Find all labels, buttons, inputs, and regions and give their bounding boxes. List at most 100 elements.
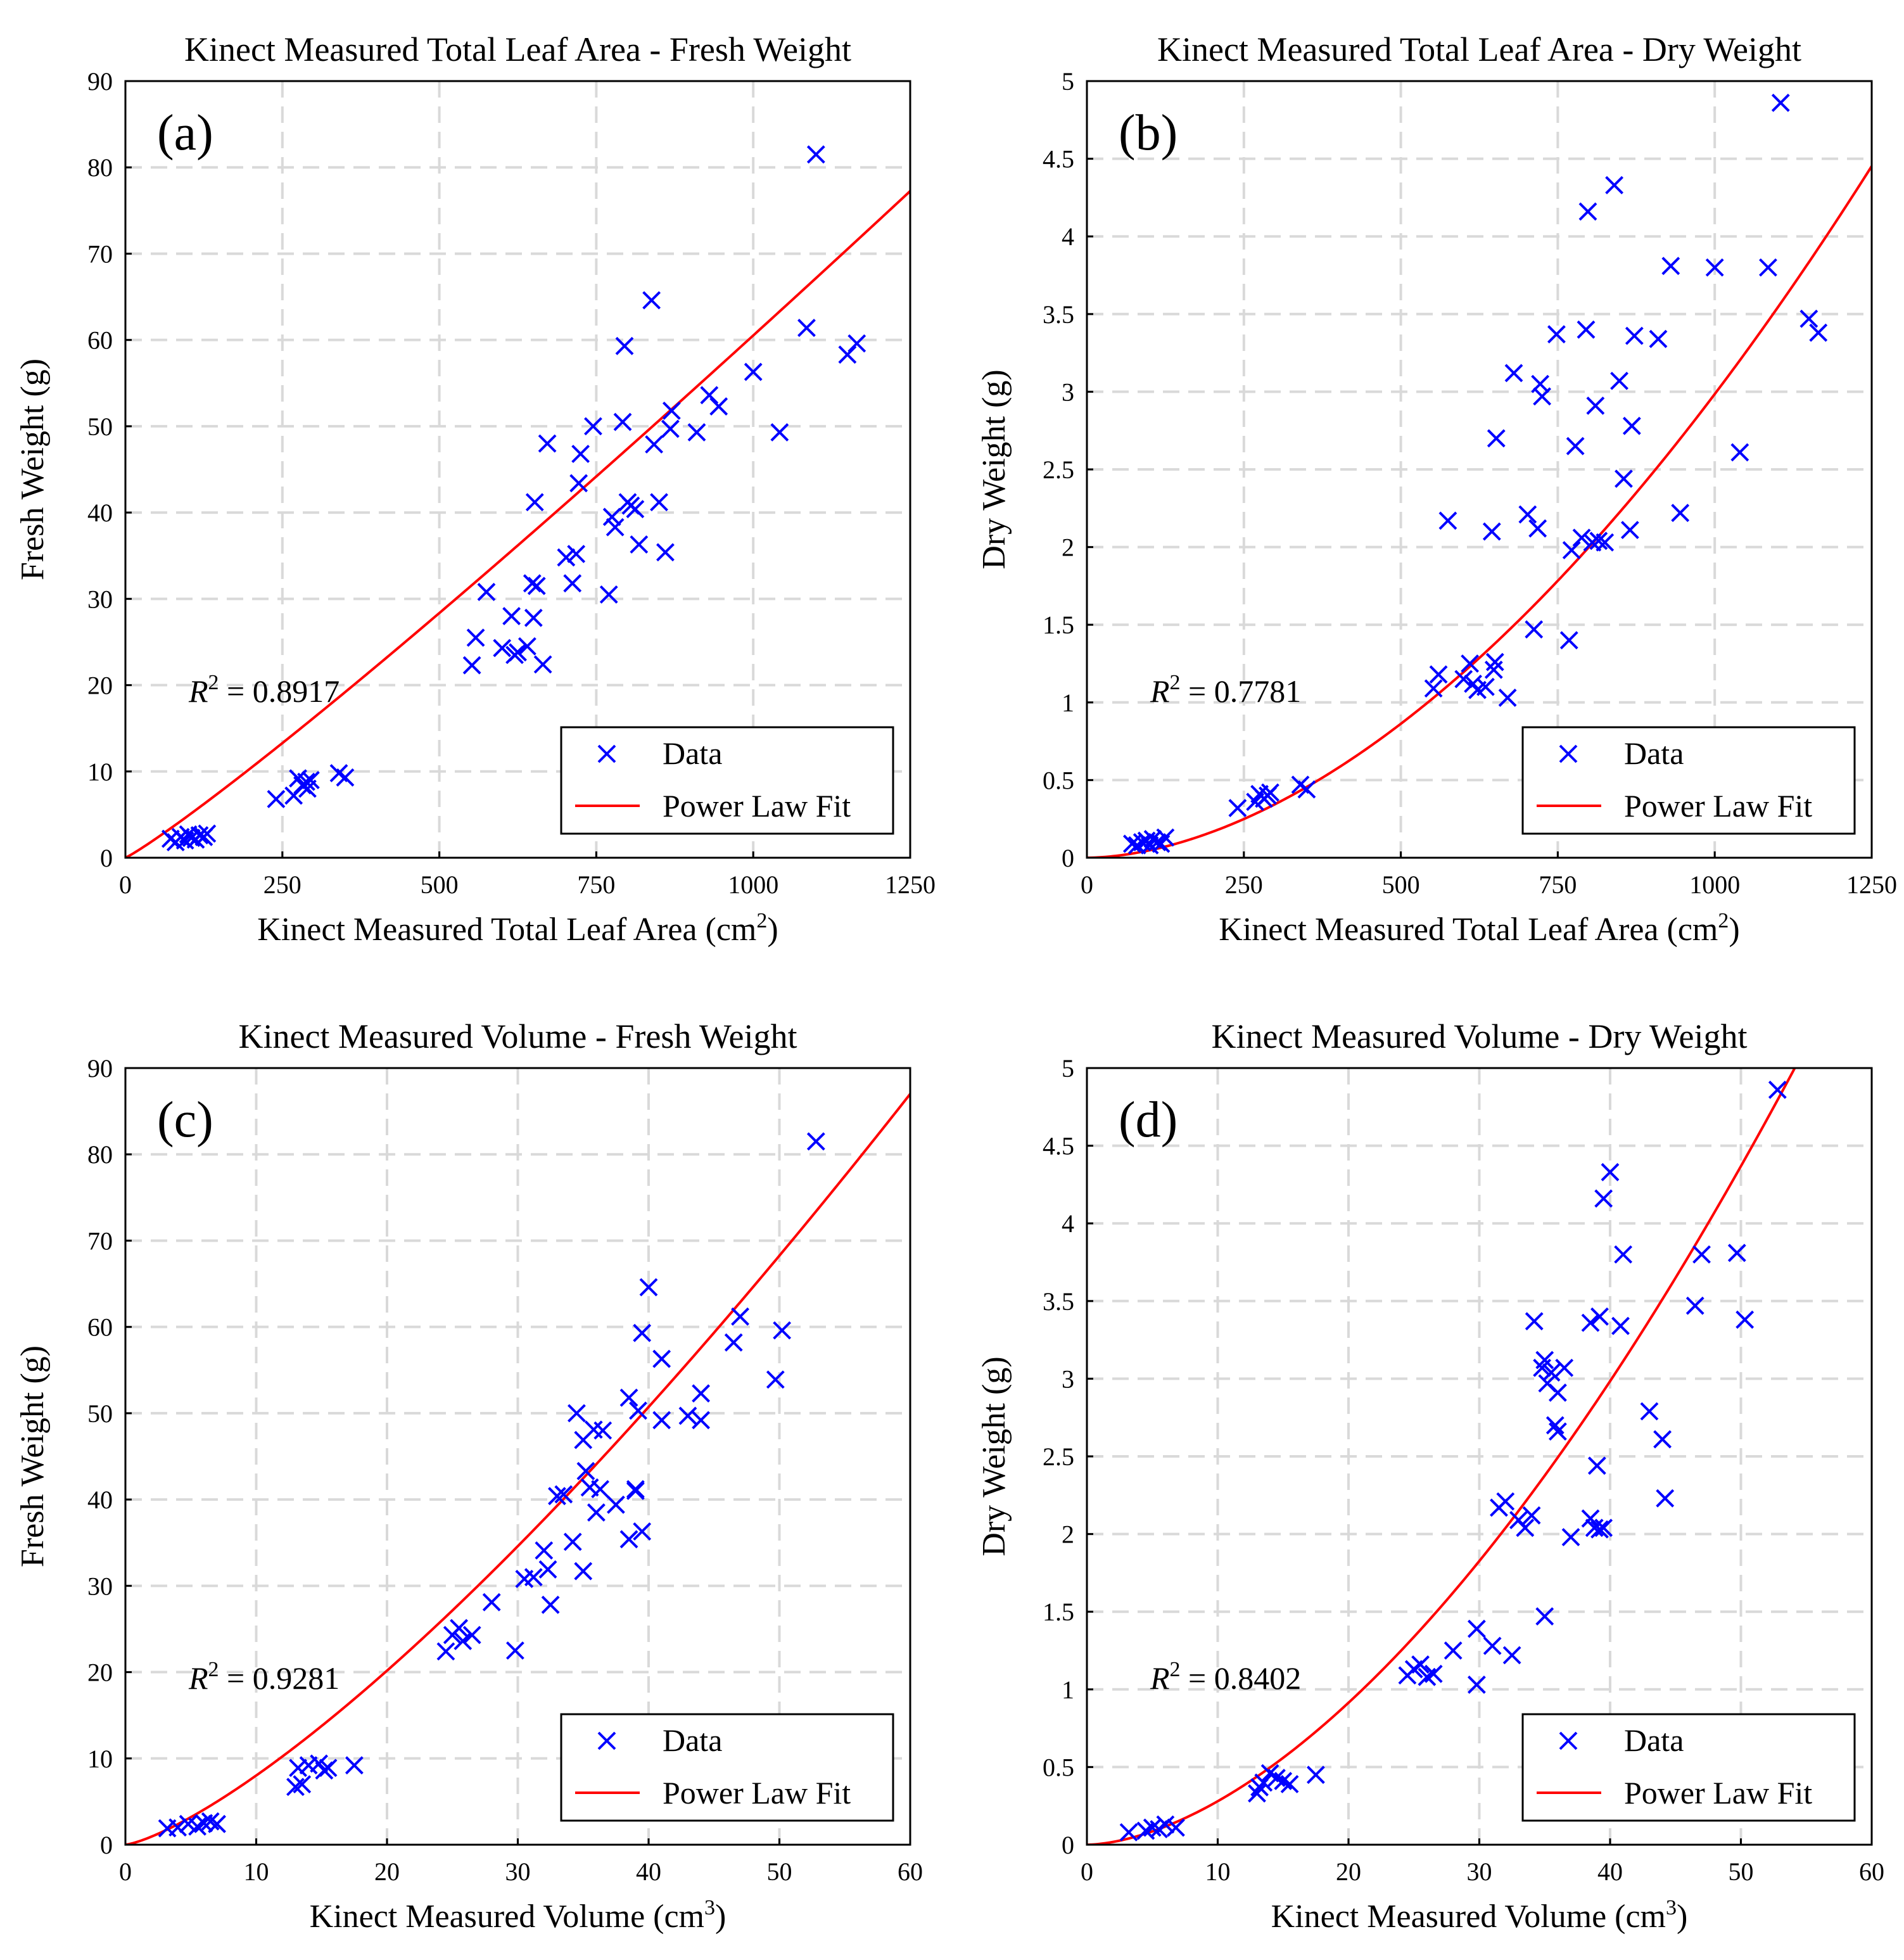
- x-tick-label: 20: [1336, 1857, 1361, 1886]
- x-tick-label: 10: [244, 1857, 269, 1886]
- r-squared-value: = 0.9281: [219, 1660, 340, 1696]
- data-point: [517, 637, 536, 656]
- data-point: [1611, 1316, 1630, 1335]
- data-point: [1438, 511, 1457, 530]
- legend-fit-label: Power Law Fit: [663, 1775, 851, 1810]
- data-point: [563, 574, 582, 593]
- data-point: [482, 1593, 501, 1612]
- legend-data-marker: [1559, 744, 1578, 763]
- x-tick-label: 20: [374, 1857, 400, 1886]
- chart-panel-c: 0 10 20 30 40 50 60 0 10 20 30 40 50 60 70 80 90 (c) R2 = …: [15, 1017, 923, 1935]
- data-point: [584, 417, 602, 436]
- data-point: [1424, 679, 1443, 698]
- data-point: [1498, 689, 1517, 707]
- data-point: [1297, 780, 1316, 799]
- r-squared-annotation: R2 = 0.7781: [1150, 671, 1301, 709]
- r-squared-symbol: R: [188, 1660, 208, 1696]
- legend-data-label: Data: [1624, 1722, 1684, 1758]
- data-point: [797, 319, 816, 338]
- data-point: [569, 474, 588, 493]
- data-point: [806, 145, 825, 164]
- x-axis-label-text: Kinect Measured Total Leaf Area (cm: [257, 912, 756, 948]
- chart-title: Kinect Measured Total Leaf Area - Fresh …: [184, 30, 851, 68]
- x-tick-label: 0: [1081, 1857, 1093, 1886]
- x-axis-label: Kinect Measured Volume (cm3): [1271, 1896, 1688, 1935]
- x-tick-label: 1250: [885, 870, 936, 899]
- data-point: [1589, 531, 1608, 550]
- x-tick-label: 250: [263, 870, 301, 899]
- data-point: [1467, 1676, 1486, 1694]
- y-tick-label: 60: [87, 1313, 113, 1342]
- data-point: [538, 434, 557, 453]
- panel-label: (a): [157, 105, 213, 161]
- data-point: [1555, 1358, 1574, 1377]
- r-squared-annotation: R2 = 0.9281: [188, 1658, 340, 1696]
- data-point: [538, 1560, 557, 1579]
- data-point: [1692, 1245, 1711, 1264]
- data-point: [436, 1642, 455, 1661]
- data-point: [1525, 620, 1544, 639]
- data-point: [1485, 652, 1504, 671]
- data-point: [1280, 1774, 1299, 1793]
- x-tick-label: 40: [636, 1857, 661, 1886]
- plot-frame: [1086, 80, 1873, 859]
- data-point: [1522, 1506, 1541, 1525]
- data-point: [454, 1632, 473, 1650]
- y-tick-label: 4.5: [1043, 1132, 1074, 1161]
- power-law-fit-line: [1087, 1068, 1796, 1845]
- data-point: [450, 1619, 468, 1638]
- data-point: [650, 493, 668, 512]
- data-point: [1454, 670, 1473, 689]
- data-point: [554, 1485, 573, 1504]
- data-point: [687, 423, 706, 442]
- data-point: [1411, 1655, 1430, 1674]
- data-point: [645, 435, 664, 454]
- y-tick-label: 2.5: [1043, 1442, 1074, 1471]
- data-point: [563, 1532, 582, 1551]
- y-tick-label: 4.5: [1043, 145, 1074, 174]
- data-point: [662, 401, 681, 420]
- data-point: [661, 419, 680, 438]
- panel-label: (b): [1119, 105, 1177, 161]
- data-point: [568, 1404, 586, 1423]
- data-point: [201, 1812, 220, 1831]
- data-point: [1156, 828, 1175, 847]
- chart-panel-b: 0 250 500 750 1000 1250 0 0.5 1 1.5 2 2.5 3 3.5 4 4.5 5 (…: [976, 30, 1897, 948]
- x-tick-label: 40: [1597, 1857, 1623, 1886]
- data-point: [477, 583, 496, 601]
- data-point: [576, 1461, 595, 1480]
- x-axis-label-superscript: 2: [756, 909, 767, 932]
- y-tick-label: 0: [100, 844, 113, 872]
- r-squared-superscript: 2: [1170, 1658, 1181, 1681]
- data-point: [1590, 1520, 1609, 1539]
- data-point: [591, 1480, 610, 1499]
- data-point: [652, 1411, 671, 1430]
- y-tick-label: 20: [87, 671, 113, 700]
- r-squared-superscript: 2: [1170, 671, 1181, 694]
- data-point: [766, 1370, 785, 1389]
- y-axis-label: Dry Weight (g): [976, 1356, 1012, 1556]
- data-point: [731, 1307, 749, 1326]
- data-point: [1228, 799, 1247, 817]
- x-tick-label: 60: [898, 1857, 923, 1886]
- y-tick-label: 0.5: [1043, 1753, 1074, 1781]
- y-tick-label: 2: [1062, 1520, 1074, 1549]
- data-point: [1528, 519, 1547, 538]
- data-point: [744, 362, 763, 381]
- legend-fit-label: Power Law Fit: [663, 788, 851, 824]
- data-point: [1502, 1646, 1521, 1665]
- data-point: [709, 397, 728, 416]
- data-point: [462, 656, 481, 675]
- y-tick-label: 5: [1062, 1054, 1074, 1083]
- data-point: [1649, 329, 1668, 348]
- data-point: [208, 1814, 226, 1833]
- data-point: [1424, 1664, 1443, 1683]
- legend-data-label: Data: [663, 735, 722, 771]
- x-axis-label-end: ): [1677, 1899, 1687, 1935]
- y-axis-label: Dry Weight (g): [976, 369, 1012, 569]
- y-tick-label: 1.5: [1043, 1598, 1074, 1626]
- x-tick-label: 30: [505, 1857, 531, 1886]
- data-point: [336, 768, 355, 787]
- data-point: [1547, 325, 1566, 344]
- y-tick-label: 4: [1062, 222, 1074, 251]
